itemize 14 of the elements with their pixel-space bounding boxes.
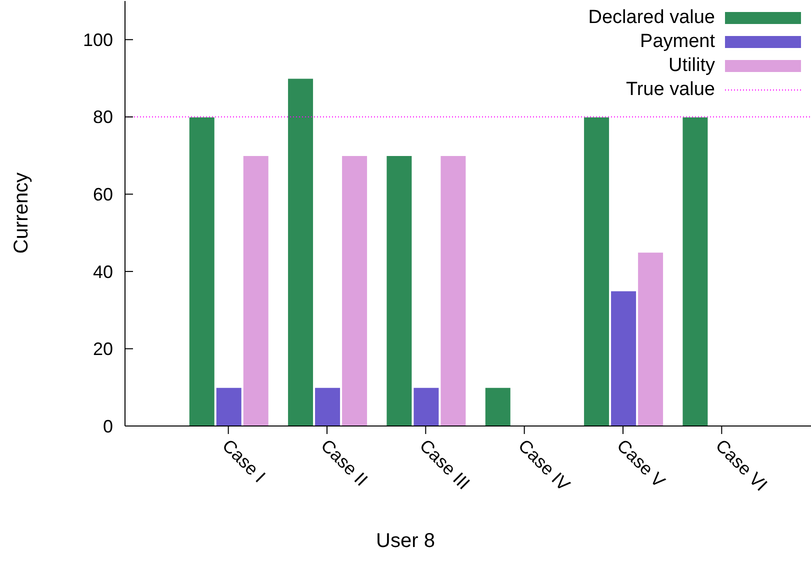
y-tick-label: 80 <box>92 107 113 128</box>
x-axis-title: User 8 <box>375 530 436 553</box>
legend-label: Utility <box>668 54 715 78</box>
legend-label: Declared value <box>588 6 715 30</box>
y-tick-label: 60 <box>92 184 113 204</box>
y-tick-label: 0 <box>102 416 113 436</box>
y-tick-label: 40 <box>92 262 113 282</box>
y-tick-label: 100 <box>82 30 113 50</box>
legend-label: Payment <box>640 30 715 54</box>
y-tick-label: 20 <box>92 339 113 360</box>
y-axis-title: Currency <box>10 172 34 254</box>
bar <box>484 386 512 426</box>
legend-label: True value <box>626 78 715 102</box>
bar <box>682 116 709 426</box>
